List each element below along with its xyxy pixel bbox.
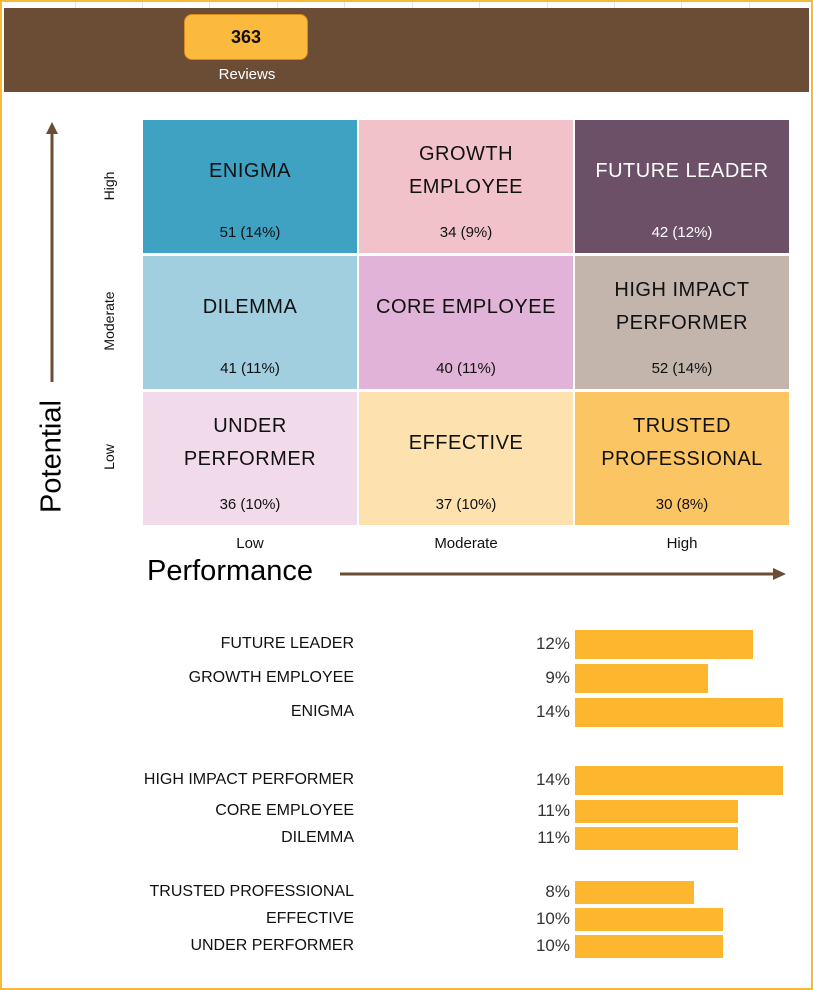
bar bbox=[575, 766, 783, 795]
grid-cell-trusted-professional: TRUSTED PROFESSIONAL 30 (8%) bbox=[575, 392, 789, 525]
bar-value-label: 9% bbox=[545, 667, 570, 687]
grid-cell-count: 37 (10%) bbox=[435, 496, 497, 513]
bar bbox=[575, 698, 783, 727]
bar-category-label: EFFECTIVE bbox=[265, 909, 354, 927]
bar-category-label: TRUSTED PROFESSIONAL bbox=[149, 882, 354, 900]
grid-cell-title: UNDER PERFORMER bbox=[183, 415, 317, 470]
bar bbox=[575, 630, 753, 659]
bar-value-label: 14% bbox=[535, 769, 570, 789]
grid-cell-count: 30 (8%) bbox=[655, 496, 709, 513]
bar-value-label: 8% bbox=[545, 881, 570, 901]
bar bbox=[575, 827, 738, 850]
grid-cell-title: HIGH IMPACT PERFORMER bbox=[614, 279, 750, 334]
spreadsheet-gridlines bbox=[0, 0, 813, 8]
bar-value-label: 12% bbox=[535, 633, 570, 653]
grid-cell-under-performer: UNDER PERFORMER 36 (10%) bbox=[143, 392, 357, 525]
bar-category-label: CORE EMPLOYEE bbox=[215, 801, 354, 819]
grid-cell-count: 40 (11%) bbox=[436, 360, 496, 377]
grid-cell-future-leader: FUTURE LEADER 42 (12%) bbox=[575, 120, 789, 253]
bar-value-label: 11% bbox=[537, 827, 570, 847]
grid-cell-effective: EFFECTIVE 37 (10%) bbox=[359, 392, 573, 525]
row-label-low: Low bbox=[101, 444, 117, 470]
bar-value-label: 14% bbox=[535, 701, 570, 721]
grid-cell-title: GROWTH EMPLOYEE bbox=[408, 143, 524, 198]
grid-cell-count: 51 (14%) bbox=[219, 224, 281, 241]
bar-category-label: FUTURE LEADER bbox=[220, 634, 354, 652]
reviews-count-badge: 363 bbox=[184, 14, 308, 60]
grid-cell-count: 36 (10%) bbox=[219, 496, 281, 513]
row-label-moderate: Moderate bbox=[101, 291, 117, 351]
reviews-label: Reviews bbox=[218, 66, 276, 83]
bar-category-label: ENIGMA bbox=[290, 702, 354, 720]
grid-cell-count: 34 (9%) bbox=[439, 224, 493, 241]
grid-cell-enigma: ENIGMA 51 (14%) bbox=[143, 120, 357, 253]
performance-axis-title: Performance bbox=[147, 555, 314, 587]
bar-category-label: DILEMMA bbox=[281, 828, 354, 846]
bar-value-label: 10% bbox=[535, 908, 570, 928]
bar-category-label: UNDER PERFORMER bbox=[190, 936, 354, 954]
grid-cell-title: TRUSTED PROFESSIONAL bbox=[601, 415, 763, 470]
grid-cell-title: DILEMMA bbox=[202, 295, 298, 318]
header-bar bbox=[4, 8, 809, 92]
bar bbox=[575, 664, 708, 693]
grid-cell-title: FUTURE LEADER bbox=[595, 159, 769, 182]
grid-cell-title: CORE EMPLOYEE bbox=[376, 295, 556, 318]
grid-cell-count: 52 (14%) bbox=[651, 360, 713, 377]
bar-value-label: 10% bbox=[535, 935, 570, 955]
bar bbox=[575, 908, 723, 931]
grid-cell-count: 42 (12%) bbox=[651, 224, 713, 241]
bar-value-label: 11% bbox=[537, 800, 570, 820]
grid-cell-count: 41 (11%) bbox=[220, 360, 280, 377]
grid-cell-growth-employee: GROWTH EMPLOYEE 34 (9%) bbox=[359, 120, 573, 253]
potential-axis-title: Potential bbox=[35, 400, 68, 513]
grid-cell-dilemma: DILEMMA 41 (11%) bbox=[143, 256, 357, 389]
grid-cell-title: ENIGMA bbox=[209, 159, 291, 182]
bar bbox=[575, 881, 694, 904]
col-label-moderate: Moderate bbox=[434, 535, 498, 552]
bar bbox=[575, 935, 723, 958]
grid-cell-core-employee: CORE EMPLOYEE 40 (11%) bbox=[359, 256, 573, 389]
bar-category-label: GROWTH EMPLOYEE bbox=[188, 668, 354, 686]
bar bbox=[575, 800, 738, 823]
col-label-low: Low bbox=[236, 535, 264, 552]
potential-axis-arrow bbox=[46, 122, 58, 382]
col-label-high: High bbox=[666, 535, 698, 552]
row-label-high: High bbox=[101, 171, 117, 201]
performance-axis-arrow bbox=[340, 568, 786, 580]
bar-category-label: HIGH IMPACT PERFORMER bbox=[143, 770, 354, 788]
grid-cell-title: EFFECTIVE bbox=[408, 431, 524, 454]
grid-cell-high-impact-performer: HIGH IMPACT PERFORMER 52 (14%) bbox=[575, 256, 789, 389]
